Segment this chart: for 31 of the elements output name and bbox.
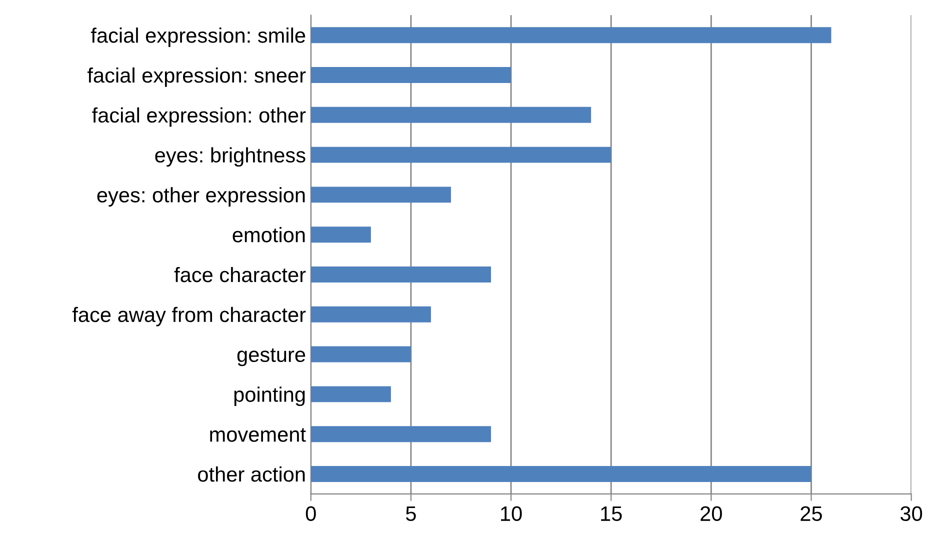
y-tick-label: other action <box>198 466 305 482</box>
y-tick-label: pointing <box>234 386 305 406</box>
x-tick-label: 20 <box>700 506 722 522</box>
bar <box>310 346 411 362</box>
y-tick-label: movement <box>210 428 306 442</box>
y-tick-label: facial expression: sneer <box>87 67 306 87</box>
bar <box>310 27 832 44</box>
bar <box>310 386 391 402</box>
bar <box>310 266 492 282</box>
y-tick-label: emotion <box>232 227 305 242</box>
x-tick-label: 10 <box>501 506 522 522</box>
y-tick-label: eyes: other expression <box>97 187 305 207</box>
y-tick-label: facial expression: other <box>92 107 306 127</box>
bar <box>310 106 592 123</box>
bar <box>310 67 512 83</box>
bar <box>310 426 492 442</box>
x-tick-label: 30 <box>900 506 922 522</box>
x-tick-label: 25 <box>800 506 822 522</box>
bar <box>310 146 612 163</box>
bar <box>310 226 371 243</box>
y-tick-label: face away from character <box>72 306 306 326</box>
bar <box>310 306 431 322</box>
bar <box>310 466 812 482</box>
y-tick-label: face character <box>174 266 306 282</box>
x-tick-label: 5 <box>406 506 416 522</box>
y-tick-label: facial expression: smile <box>90 28 306 47</box>
x-tick-label: 15 <box>601 506 622 522</box>
x-tick-label: 0 <box>306 506 316 522</box>
y-tick-label: gesture <box>237 348 306 366</box>
bar <box>310 186 451 203</box>
y-tick-label: eyes: brightness <box>155 147 306 167</box>
